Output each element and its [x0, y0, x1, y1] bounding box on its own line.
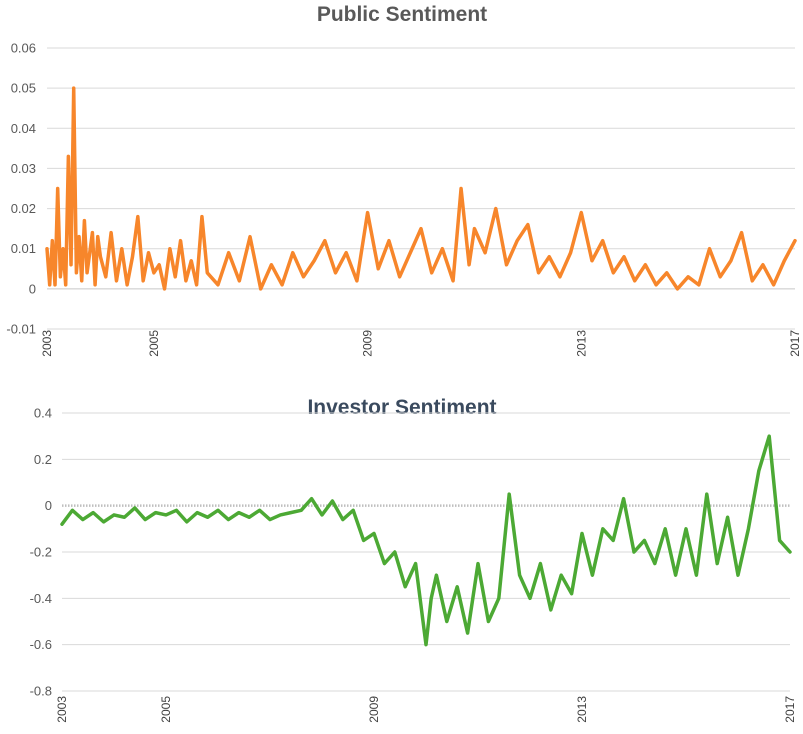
- investor-sentiment-y-tick-label: -0.2: [30, 545, 52, 560]
- public-sentiment-x-ticks: 2003 2005 2009 2013 2017: [40, 330, 802, 357]
- investor-sentiment-series: [60, 434, 792, 647]
- investor-sentiment-title: Investor Sentiment: [307, 396, 496, 419]
- investor-sentiment-chart: Investor Sentiment 0.4 0.2 0 -0.2 -0.4 -0.6 -0…: [30, 396, 797, 723]
- public-sentiment-x-tick-label: 2017: [788, 330, 802, 357]
- investor-sentiment-x-tick-label: 2009: [367, 696, 381, 723]
- public-sentiment-y-tick-label: 0.05: [11, 81, 36, 96]
- investor-sentiment-series-line: [60, 434, 792, 647]
- public-sentiment-y-tick-label: -0.01: [6, 322, 36, 337]
- investor-sentiment-y-tick-label: 0.4: [34, 406, 52, 421]
- investor-sentiment-y-tick-label: 0.2: [34, 452, 52, 467]
- investor-sentiment-x-ticks: 2003 2005 2009 2013 2017: [55, 696, 797, 723]
- public-sentiment-y-ticks: 0.06 0.05 0.04 0.03 0.02 0.01 0 -0.01: [6, 41, 36, 337]
- investor-sentiment-y-tick-label: -0.6: [30, 637, 52, 652]
- investor-sentiment-y-tick-label: -0.8: [30, 684, 52, 699]
- investor-sentiment-y-tick-label: -0.4: [30, 591, 52, 606]
- investor-sentiment-x-tick-label: 2003: [55, 696, 69, 723]
- public-sentiment-gridlines: [47, 47, 795, 330]
- public-sentiment-y-tick-label: 0.06: [11, 41, 36, 56]
- investor-sentiment-y-tick-label: 0: [45, 498, 52, 513]
- public-sentiment-series: [45, 86, 797, 291]
- public-sentiment-title: Public Sentiment: [317, 3, 487, 26]
- public-sentiment-x-tick-label: 2009: [361, 330, 375, 357]
- investor-sentiment-x-tick-label: 2013: [575, 696, 589, 723]
- public-sentiment-chart: Public Sentiment 0.060.050.040.030.020.0…: [6, 3, 802, 357]
- public-sentiment-series-line: [45, 86, 797, 291]
- public-sentiment-x-tick-label: 2013: [574, 330, 588, 357]
- public-sentiment-y-tick-label: 0.02: [11, 201, 36, 216]
- public-sentiment-y-tick-label: 0.04: [11, 121, 36, 136]
- investor-sentiment-x-tick-label: 2017: [783, 696, 797, 723]
- public-sentiment-y-tick-label: 0.01: [11, 241, 36, 256]
- investor-sentiment-y-ticks: 0.4 0.2 0 -0.2 -0.4 -0.6 -0.8: [30, 406, 52, 699]
- public-sentiment-y-tick-label: 0.03: [11, 161, 36, 176]
- public-sentiment-x-tick-label: 2005: [147, 330, 161, 357]
- public-sentiment-x-tick-label: 2003: [40, 330, 54, 357]
- public-sentiment-y-tick-label: 0: [29, 281, 36, 296]
- investor-sentiment-x-tick-label: 2005: [159, 696, 173, 723]
